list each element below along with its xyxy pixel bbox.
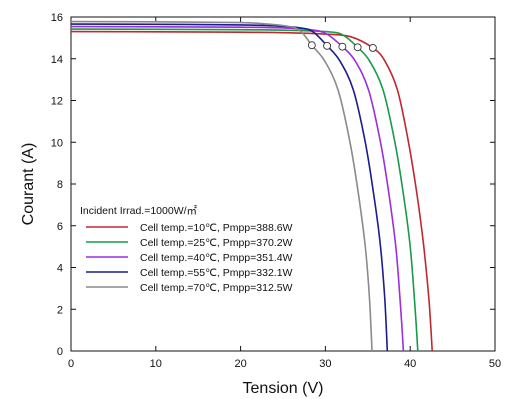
series-line-2 bbox=[70, 28, 419, 352]
legend: Cell temp.=10℃, Pmpp=388.6W Cell temp.=25… bbox=[86, 222, 293, 294]
legend-label-3: Cell temp.=40℃, Pmpp=351.4W bbox=[140, 252, 293, 264]
y-tick-label: 4 bbox=[57, 263, 63, 275]
mpp-marker-4 bbox=[323, 41, 332, 50]
legend-title: Incident Irrad.=1000W/㎡ bbox=[80, 205, 198, 217]
y-tick-label: 16 bbox=[51, 12, 63, 24]
x-tick-label: 50 bbox=[489, 358, 501, 370]
x-tick-label: 30 bbox=[319, 358, 331, 370]
y-tick-label: 14 bbox=[51, 54, 63, 66]
series-line-4 bbox=[70, 23, 389, 352]
mpp-marker-5 bbox=[307, 41, 316, 50]
mpp-marker-1 bbox=[368, 43, 377, 52]
mpp-marker-2 bbox=[353, 43, 362, 52]
x-tick-label: 40 bbox=[404, 358, 416, 370]
y-axis-title: Courant (A) bbox=[20, 143, 37, 226]
mpp-markers bbox=[307, 41, 377, 52]
legend-label-4: Cell temp.=55℃, Pmpp=332.1W bbox=[140, 267, 293, 279]
y-tick-label: 8 bbox=[57, 179, 63, 191]
y-tick-label: 12 bbox=[51, 96, 63, 108]
y-tick-label: 0 bbox=[57, 346, 63, 358]
series-line-5 bbox=[70, 20, 373, 352]
y-tick-label: 6 bbox=[57, 221, 63, 233]
y-tick-label: 10 bbox=[51, 137, 63, 149]
mpp-marker-3 bbox=[338, 42, 347, 51]
legend-label-5: Cell temp.=70℃, Pmpp=312.5W bbox=[140, 282, 293, 294]
legend-label-1: Cell temp.=10℃, Pmpp=388.6W bbox=[140, 222, 293, 234]
series-lines bbox=[70, 20, 433, 352]
y-axis: 0 2 4 6 8 10 12 14 16 bbox=[51, 12, 495, 358]
x-tick-label: 20 bbox=[234, 358, 246, 370]
plot-frame bbox=[70, 16, 496, 352]
x-axis: 0 10 20 30 40 50 bbox=[68, 17, 501, 370]
series-line-3 bbox=[70, 25, 405, 352]
x-tick-label: 10 bbox=[150, 358, 162, 370]
series-line-1 bbox=[70, 30, 433, 352]
legend-label-2: Cell temp.=25℃, Pmpp=370.2W bbox=[140, 237, 293, 249]
y-tick-label: 2 bbox=[57, 304, 63, 316]
x-tick-label: 0 bbox=[68, 358, 74, 370]
x-axis-title: Tension (V) bbox=[243, 380, 324, 397]
